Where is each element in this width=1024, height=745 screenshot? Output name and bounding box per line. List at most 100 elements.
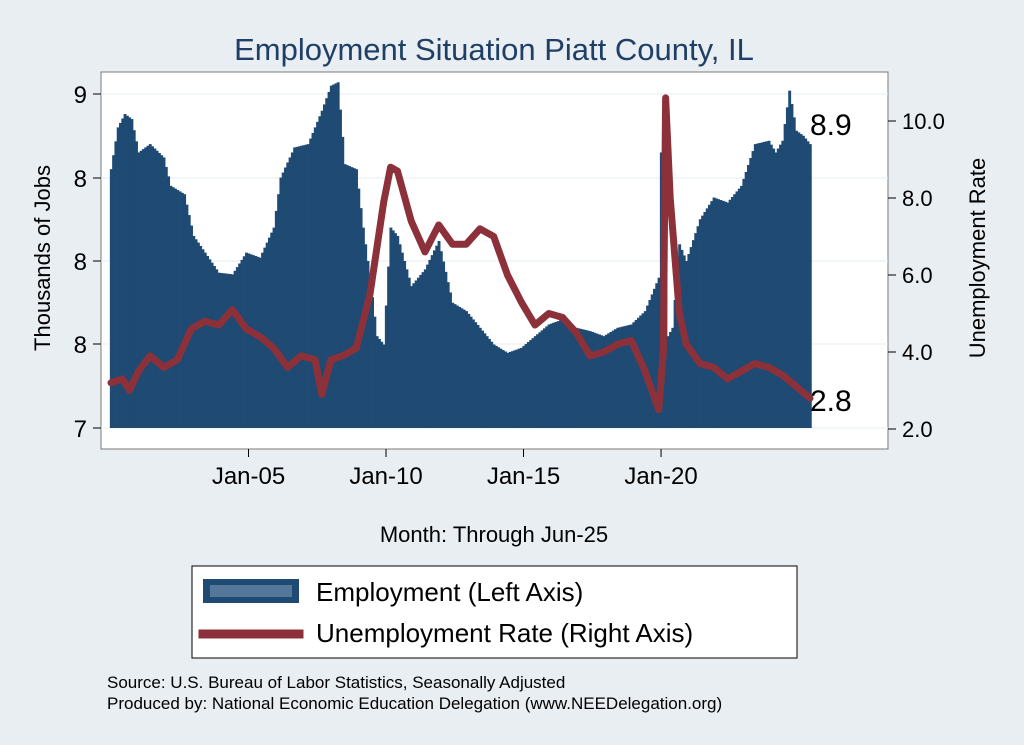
employment-bar <box>675 272 679 428</box>
employment-bar <box>382 344 386 428</box>
employment-bar <box>148 144 152 428</box>
x-tick-label: Jan-15 <box>487 463 560 490</box>
employment-bar <box>733 194 737 428</box>
employment-bar <box>135 141 138 428</box>
employment-bar <box>265 242 269 428</box>
employment-bar <box>650 294 654 428</box>
employment-bar <box>453 304 457 428</box>
employment-bar <box>196 242 200 428</box>
employment-bar <box>256 256 260 428</box>
employment-bar <box>332 84 336 428</box>
employment-bar <box>779 144 782 428</box>
employment-bar <box>297 146 301 428</box>
employment-bar <box>657 277 661 428</box>
employment-bar <box>584 330 588 428</box>
employment-bar <box>318 116 322 429</box>
employment-bars <box>109 82 812 429</box>
employment-bar <box>345 165 349 428</box>
employment-bar <box>112 155 116 429</box>
employment-bar <box>703 212 707 428</box>
employment-bar <box>497 347 501 428</box>
employment-bar <box>325 98 329 429</box>
employment-bar <box>549 323 553 429</box>
employment-bar <box>678 244 682 428</box>
employment-bar <box>194 239 198 428</box>
employment-bar <box>639 315 643 428</box>
employment-bar <box>763 141 766 428</box>
employment-bar <box>277 194 281 428</box>
employment-bar <box>488 338 491 428</box>
employment-bar <box>313 127 317 429</box>
employment-bar <box>322 104 326 428</box>
employment-bar <box>357 188 361 428</box>
employment-bar <box>785 107 789 429</box>
employment-bar <box>671 327 675 428</box>
employment-bar <box>398 244 402 428</box>
employment-bar <box>293 147 297 428</box>
employment-bar <box>524 343 528 428</box>
employment-bar <box>478 327 482 428</box>
employment-bar <box>380 341 384 428</box>
employment-bar <box>215 269 219 428</box>
employment-bar <box>607 333 611 428</box>
employment-bar <box>758 142 762 429</box>
employment-bar <box>543 328 546 428</box>
y-right-axis-label: Unemployment Rate <box>965 158 990 359</box>
employment-bar <box>618 327 622 428</box>
employment-bar <box>556 321 560 428</box>
employment-bar <box>774 152 778 428</box>
employment-bar <box>281 172 285 428</box>
employment-bar <box>804 138 808 428</box>
employment-bar <box>371 297 375 428</box>
employment-bar <box>336 82 340 428</box>
y-left-axis-label: Thousands of Jobs <box>30 165 55 351</box>
employment-bar <box>591 331 595 428</box>
legend-employment-label: Employment (Left Axis) <box>316 577 583 607</box>
employment-bar <box>598 334 601 428</box>
employment-bar <box>153 148 157 429</box>
left-tick-label: 8 <box>74 166 87 193</box>
employment-bar <box>735 191 739 428</box>
employment-bar <box>701 215 705 428</box>
employment-bar <box>226 273 230 428</box>
employment-bar <box>669 331 672 428</box>
employment-bar <box>387 266 391 428</box>
employment-bar <box>691 240 695 429</box>
employment-bar <box>352 168 356 428</box>
employment-bar <box>217 272 221 428</box>
employment-bar <box>320 110 324 428</box>
employment-bar <box>627 325 631 428</box>
employment-bar <box>430 255 434 428</box>
employment-bar <box>251 255 255 428</box>
employment-bar <box>416 277 420 428</box>
employment-bar <box>476 325 480 428</box>
employment-bar <box>533 336 537 428</box>
employment-bar <box>311 132 315 428</box>
employment-bar <box>545 326 549 428</box>
employment-bar <box>410 286 413 428</box>
employment-bar <box>274 210 278 428</box>
employment-bar <box>547 324 551 428</box>
employment-bar <box>462 309 466 428</box>
employment-bar <box>765 141 769 428</box>
employment-bar <box>187 215 191 428</box>
employment-bar <box>396 235 400 428</box>
employment-bar <box>224 273 228 428</box>
employment-bar <box>114 141 118 428</box>
employment-bar <box>602 336 606 428</box>
legend-unemployment-label: Unemployment Rate (Right Axis) <box>316 618 693 648</box>
employment-bar <box>160 155 164 429</box>
employment-bar <box>400 252 404 428</box>
employment-bar <box>206 255 209 428</box>
employment-bar <box>455 305 459 428</box>
employment-bar <box>797 132 801 428</box>
employment-bar <box>604 334 608 428</box>
right-tick-label: 4.0 <box>902 340 933 365</box>
employment-bar <box>458 306 462 428</box>
employment-bar <box>790 104 794 429</box>
employment-bar <box>267 237 271 428</box>
employment-bar <box>350 167 354 428</box>
left-tick-label: 8 <box>74 249 87 276</box>
employment-bar <box>316 121 320 428</box>
employment-bar <box>636 317 640 428</box>
